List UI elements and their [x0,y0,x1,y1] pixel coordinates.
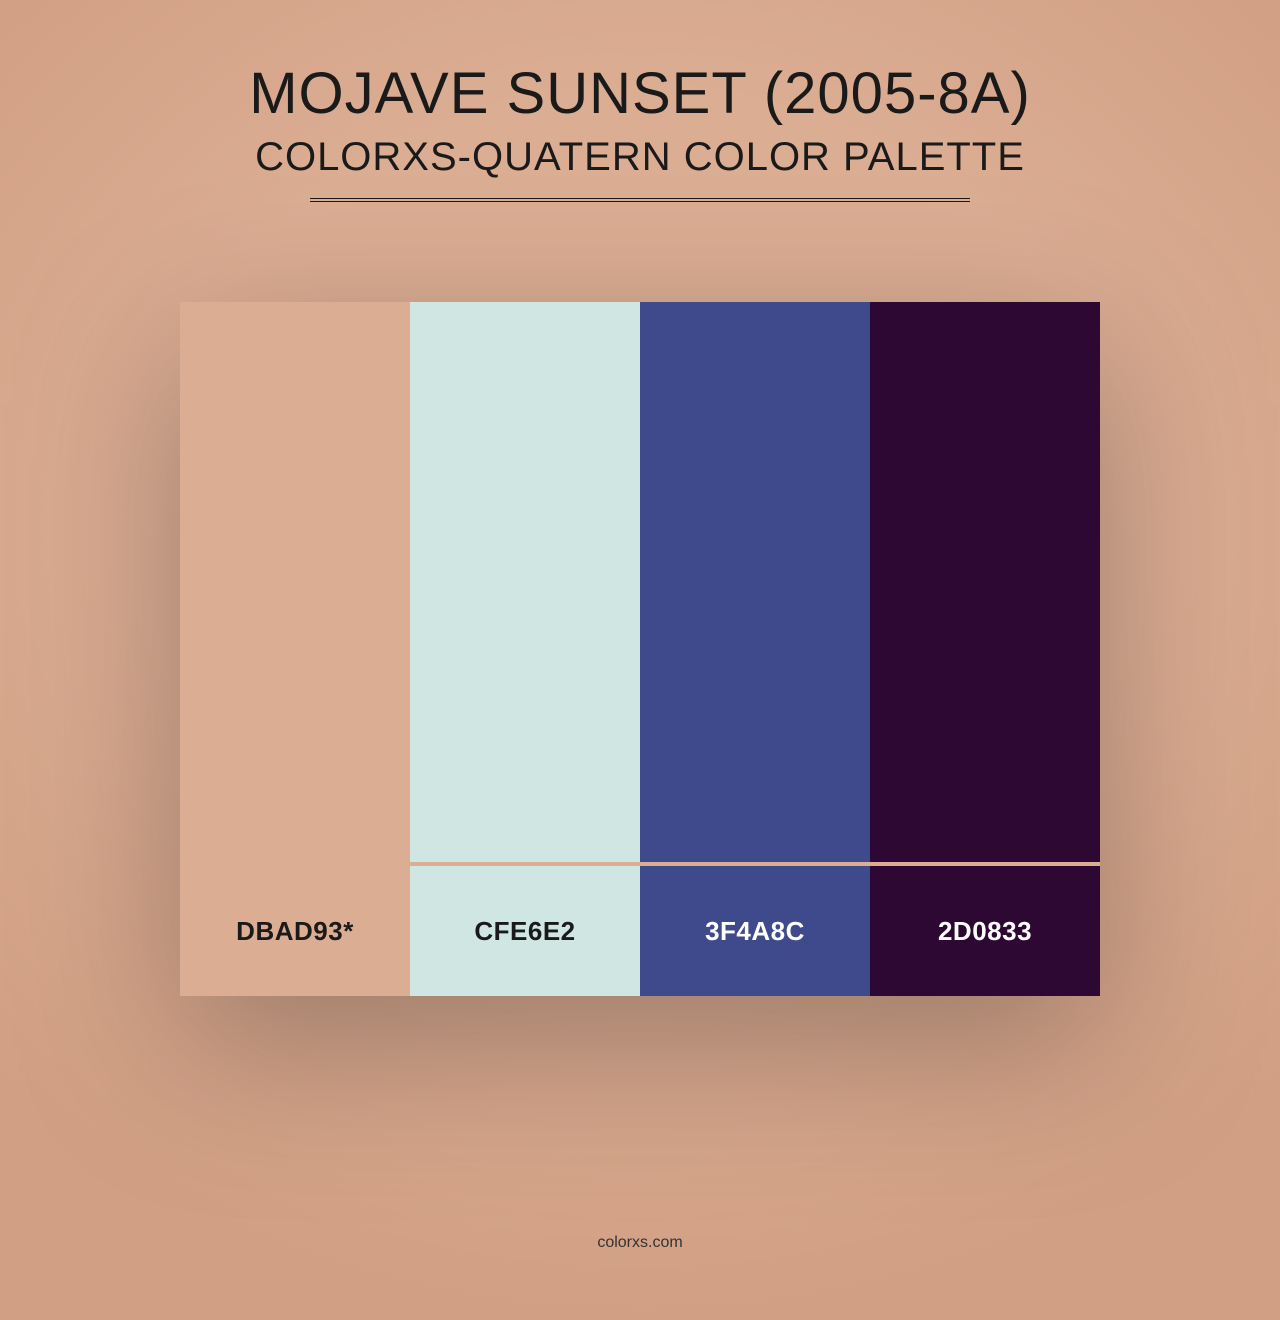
swatch-col: CFE6E2 [410,302,640,996]
footer-credit: colorxs.com [0,1234,1280,1252]
swatch-main [180,302,410,862]
swatch-label: DBAD93* [180,866,410,996]
palette-row: DBAD93* CFE6E2 3F4A8C 2D0833 [180,302,1100,996]
swatch-label-text: CFE6E2 [474,916,575,947]
swatch-main [410,302,640,862]
swatch-label-text: 2D0833 [938,916,1032,947]
page-subtitle: COLORXS-QUATERN COLOR PALETTE [200,135,1080,180]
palette-card: DBAD93* CFE6E2 3F4A8C 2D0833 [180,302,1100,996]
swatch-col: 2D0833 [870,302,1100,996]
swatch-col: DBAD93* [180,302,410,996]
header: MOJAVE SUNSET (2005-8A) COLORXS-QUATERN … [200,60,1080,202]
swatch-col: 3F4A8C [640,302,870,996]
divider [310,198,970,202]
swatch-label-text: 3F4A8C [705,916,805,947]
swatch-main [870,302,1100,862]
swatch-label-text: DBAD93* [236,916,354,947]
page-title: MOJAVE SUNSET (2005-8A) [200,60,1080,127]
swatch-label: 3F4A8C [640,866,870,996]
swatch-label: 2D0833 [870,866,1100,996]
swatch-label: CFE6E2 [410,866,640,996]
swatch-main [640,302,870,862]
